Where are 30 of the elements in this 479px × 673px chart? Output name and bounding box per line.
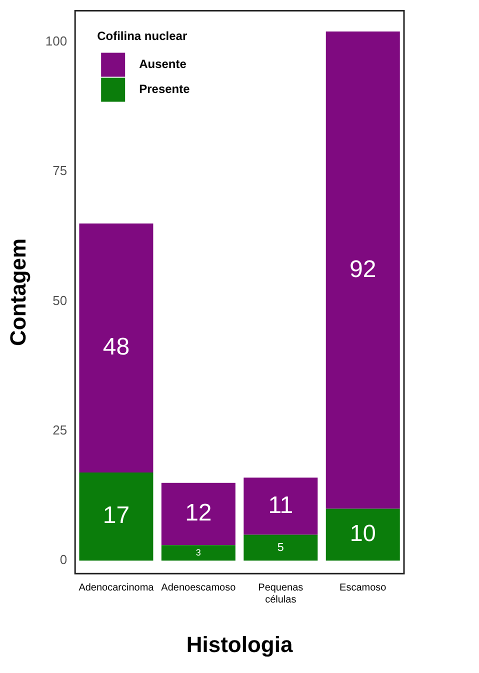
- y-tick-label: 75: [52, 163, 68, 178]
- data-label: 3: [196, 547, 201, 558]
- data-label: 48: [102, 334, 130, 361]
- data-label: 10: [350, 520, 376, 546]
- bar: [79, 472, 154, 561]
- bar: [244, 478, 318, 535]
- x-tick-label: Adenoescamoso: [161, 582, 236, 594]
- y-tick-label: 0: [60, 552, 68, 568]
- y-tick-label: 25: [52, 422, 68, 438]
- bar: [161, 545, 236, 561]
- legend-label: Ausente: [139, 57, 187, 72]
- x-tick-label: Adenocarcinoma: [78, 582, 154, 594]
- data-label: 5: [277, 540, 284, 554]
- bar: [326, 32, 400, 509]
- data-label: 11: [268, 492, 294, 519]
- y-tick-label: 100: [45, 34, 68, 48]
- y-tick-label: 50: [52, 292, 68, 308]
- x-axis-title: Histologia: [186, 632, 294, 657]
- x-tick-label: Pequenas células: [258, 582, 304, 606]
- x-tick-label: Escamoso: [340, 582, 387, 594]
- bar: [79, 223, 154, 472]
- bar: [161, 482, 236, 546]
- legend-label: Presente: [139, 82, 190, 96]
- data-label: 92: [350, 256, 376, 283]
- data-label: 12: [185, 500, 212, 527]
- y-axis-title: Contagem: [5, 238, 30, 346]
- bar: [244, 534, 318, 561]
- data-label: 17: [102, 502, 130, 530]
- legend-title: Cofilina nuclear: [97, 29, 188, 44]
- bar: [326, 508, 400, 561]
